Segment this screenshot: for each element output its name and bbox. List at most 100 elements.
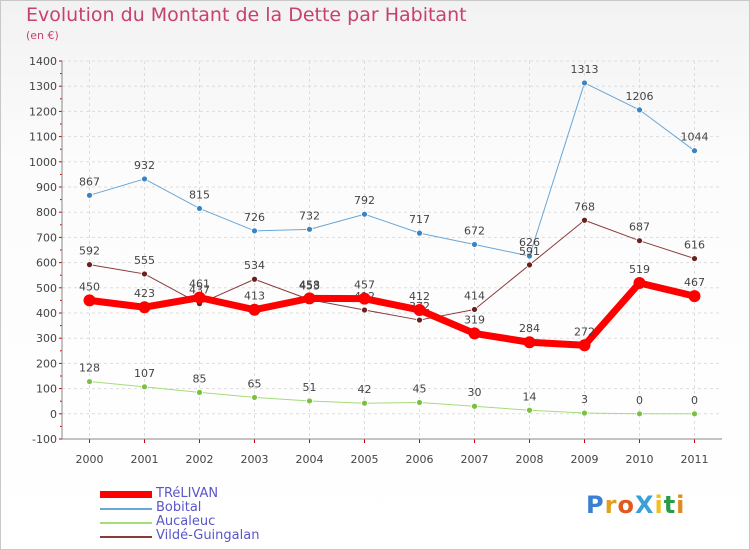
- data-label-tr-livan: 272: [574, 325, 595, 338]
- x-tick-label: 2007: [461, 453, 489, 466]
- data-point-aucaleuc: [141, 383, 148, 391]
- data-label-aucaleuc: 45: [413, 382, 427, 395]
- data-point-aucaleuc: [86, 378, 93, 385]
- data-point-aucaleuc: [581, 409, 588, 417]
- y-tick-label: 500: [36, 282, 57, 295]
- data-point-aucaleuc: [361, 399, 368, 407]
- logo-letter: t: [663, 491, 677, 519]
- data-point-vild-guingalan: [251, 275, 258, 283]
- data-label-bobital: 867: [79, 175, 100, 188]
- y-tick-label: 1200: [29, 105, 57, 118]
- data-label-bobital: 1206: [626, 90, 654, 103]
- data-point-vild-guingalan: [361, 306, 368, 314]
- data-point-tr-livan: [413, 303, 426, 316]
- data-label-vild-guingalan: 768: [574, 200, 595, 213]
- data-label-tr-livan: 319: [464, 313, 485, 326]
- x-tick-label: 2002: [186, 453, 214, 466]
- data-point-bobital: [526, 252, 533, 260]
- logo-letter: i: [676, 491, 686, 519]
- data-point-tr-livan: [248, 303, 261, 316]
- data-point-tr-livan: [688, 290, 701, 303]
- x-tick-label: 2000: [76, 453, 104, 466]
- y-tick-label: 700: [36, 231, 57, 244]
- data-point-aucaleuc: [471, 402, 478, 410]
- data-label-bobital: 792: [354, 194, 375, 207]
- data-label-aucaleuc: 107: [134, 367, 155, 380]
- x-tick-label: 2003: [241, 453, 269, 466]
- data-point-tr-livan: [303, 292, 316, 305]
- data-point-tr-livan: [138, 301, 151, 314]
- data-label-vild-guingalan: 414: [464, 289, 485, 302]
- legend-label-vilde-guingalan: Vildé-Guingalan: [156, 528, 260, 543]
- data-label-bobital: 732: [299, 209, 320, 222]
- data-point-vild-guingalan: [141, 270, 148, 278]
- data-label-vild-guingalan: 453: [299, 280, 320, 293]
- data-label-aucaleuc: 85: [193, 372, 207, 385]
- x-tick-label: 2010: [626, 453, 654, 466]
- logo-letter: i: [654, 491, 664, 519]
- data-label-vild-guingalan: 592: [79, 245, 100, 258]
- data-point-tr-livan: [468, 327, 481, 340]
- data-point-vild-guingalan: [416, 316, 423, 324]
- data-label-vild-guingalan: 687: [629, 221, 650, 234]
- data-point-bobital: [361, 210, 368, 218]
- logo-letter: o: [617, 491, 635, 519]
- data-point-aucaleuc: [196, 388, 203, 396]
- data-point-tr-livan: [358, 292, 371, 305]
- data-label-tr-livan: 450: [79, 280, 100, 293]
- data-label-tr-livan: 458: [299, 278, 320, 291]
- data-label-vild-guingalan: 555: [134, 254, 155, 267]
- data-point-vild-guingalan: [471, 306, 478, 313]
- data-label-vild-guingalan: 616: [684, 239, 705, 252]
- data-label-bobital: 626: [519, 236, 540, 249]
- data-label-tr-livan: 412: [409, 290, 430, 303]
- x-tick-label: 2011: [681, 453, 709, 466]
- data-point-tr-livan: [523, 336, 536, 349]
- data-point-aucaleuc: [251, 394, 258, 401]
- y-tick-label: -100: [32, 433, 57, 446]
- y-tick-label: 1000: [29, 156, 57, 169]
- y-tick-label: 1400: [29, 55, 57, 68]
- data-point-bobital: [691, 147, 698, 155]
- data-point-vild-guingalan: [526, 261, 533, 269]
- data-point-bobital: [416, 229, 423, 237]
- data-label-aucaleuc: 51: [303, 381, 317, 394]
- logo-letter: r: [604, 491, 618, 519]
- data-point-bobital: [251, 227, 258, 235]
- data-label-aucaleuc: 0: [691, 394, 698, 407]
- data-label-bobital: 815: [189, 188, 210, 201]
- data-point-aucaleuc: [416, 399, 423, 406]
- x-tick-label: 2005: [351, 453, 379, 466]
- legend-swatch-bobital: [100, 508, 152, 510]
- data-point-bobital: [86, 191, 93, 199]
- data-point-vild-guingalan: [691, 255, 698, 262]
- x-tick-label: 2004: [296, 453, 324, 466]
- y-tick-label: 100: [36, 383, 57, 396]
- data-label-bobital: 932: [134, 159, 155, 172]
- data-label-vild-guingalan: 437: [189, 284, 210, 297]
- y-tick-label: 300: [36, 332, 57, 345]
- series-line-bobital: [89, 82, 695, 257]
- data-point-bobital: [306, 225, 313, 233]
- data-label-bobital: 1313: [571, 63, 599, 76]
- legend-swatch-vilde-guingalan: [100, 536, 152, 538]
- data-label-tr-livan: 423: [134, 287, 155, 300]
- data-point-aucaleuc: [306, 397, 313, 405]
- chart-subtitle: (en €): [26, 29, 59, 42]
- data-point-aucaleuc: [691, 410, 698, 418]
- y-tick-label: 600: [36, 257, 57, 270]
- data-label-aucaleuc: 42: [358, 383, 372, 396]
- data-label-bobital: 672: [464, 224, 485, 237]
- data-point-vild-guingalan: [581, 216, 588, 224]
- series-line-tr-livan: [89, 279, 696, 349]
- data-point-bobital: [636, 106, 643, 114]
- data-point-tr-livan: [578, 339, 591, 352]
- y-tick-label: 1100: [29, 131, 57, 144]
- y-tick-label: 1300: [29, 80, 57, 93]
- data-label-bobital: 726: [244, 211, 265, 224]
- data-label-tr-livan: 467: [684, 276, 705, 289]
- data-label-bobital: 1044: [681, 131, 709, 144]
- data-label-vild-guingalan: 534: [244, 259, 265, 272]
- data-point-aucaleuc: [636, 410, 643, 418]
